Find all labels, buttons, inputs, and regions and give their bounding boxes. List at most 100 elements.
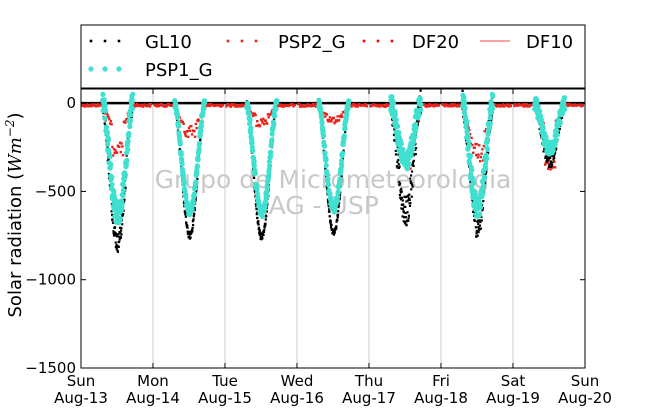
gl10-point — [326, 198, 329, 201]
gl10-point — [407, 217, 410, 220]
psp2-g-point — [353, 103, 356, 106]
psp1-g-point — [248, 130, 254, 136]
psp2-g-point — [433, 105, 436, 108]
gl10-point — [333, 231, 336, 234]
gl10-point — [193, 207, 196, 210]
psp2-g-point — [228, 103, 231, 107]
legend-item-psp1-g: PSP1_G — [88, 60, 213, 81]
gl10-point — [264, 218, 267, 221]
psp2-g-point — [251, 112, 254, 115]
gl10-point — [184, 211, 187, 214]
psp2-g-point — [393, 127, 396, 131]
gl10-point — [115, 248, 118, 251]
psp2-g-point — [120, 142, 123, 145]
gl10-point — [336, 219, 339, 222]
gl10-point — [120, 227, 123, 230]
psp1-g-point — [392, 112, 398, 118]
psp2-g-point — [328, 118, 331, 122]
psp1-g-point — [246, 111, 252, 117]
psp2-g-point — [455, 103, 458, 107]
psp1-g-point — [345, 104, 351, 110]
psp2-g-point — [218, 103, 221, 106]
psp1-g-point — [123, 161, 129, 167]
psp2-g-point — [458, 105, 461, 108]
psp2-g-point — [480, 152, 483, 155]
gl10-point — [411, 183, 414, 186]
gl10-point — [336, 216, 339, 219]
psp2-g-point — [328, 116, 332, 119]
gl10-point — [112, 233, 115, 236]
gl10-point — [191, 226, 194, 230]
psp2-g-point — [190, 124, 193, 128]
psp1-g-point — [319, 120, 325, 126]
gl10-point — [124, 186, 127, 189]
psp1-g-point — [107, 154, 113, 160]
psp2-g-point — [114, 149, 117, 152]
gl10-point — [329, 222, 332, 225]
psp2-g-point — [312, 104, 315, 107]
psp2-g-point — [581, 104, 584, 107]
psp2-g-point — [549, 168, 552, 171]
psp1-g-point — [250, 148, 256, 154]
psp2-g-point — [378, 105, 381, 108]
psp2-g-point — [356, 105, 359, 108]
psp1-g-point — [485, 131, 491, 137]
gl10-point — [115, 243, 118, 247]
psp2-g-point — [107, 116, 110, 119]
psp2-g-point — [528, 104, 531, 108]
psp2-g-point — [270, 110, 273, 113]
gl10-point — [333, 229, 336, 232]
gl10-point — [477, 225, 480, 228]
psp2-g-point — [135, 102, 139, 106]
psp2-g-point — [452, 104, 456, 108]
gl10-point — [193, 209, 196, 212]
psp2-g-point — [181, 120, 185, 124]
psp1-g-point — [259, 213, 266, 219]
psp1-g-point — [106, 137, 112, 143]
watermark-line-1: Grupo de Micrometeorologia — [155, 165, 512, 194]
psp2-g-point — [124, 121, 127, 124]
legend-label: PSP2_G — [278, 32, 346, 53]
psp2-g-point — [354, 104, 358, 108]
gl10-point — [404, 212, 407, 215]
gl10-point — [120, 233, 123, 236]
gl10-point — [191, 229, 194, 232]
psp1-g-point — [487, 115, 493, 121]
psp1-g-point — [481, 183, 487, 189]
gl10-point — [121, 223, 124, 226]
x-tick-label-weekday: Tue — [211, 372, 238, 390]
psp2-g-point — [240, 103, 243, 106]
psp2-g-point — [291, 103, 294, 106]
y-axis-label: Solar radiation (Wm−2) — [3, 112, 26, 317]
gl10-point — [117, 245, 120, 248]
gl10-point — [481, 209, 484, 212]
gl10-point — [258, 234, 261, 237]
gl10-point — [404, 196, 407, 199]
psp2-g-point — [266, 113, 270, 116]
psp2-g-point — [498, 103, 501, 107]
psp2-g-point — [261, 121, 264, 124]
psp2-g-point — [370, 105, 373, 108]
psp2-g-point — [524, 105, 528, 108]
psp2-g-point — [364, 102, 367, 106]
psp1-g-point — [462, 105, 468, 111]
psp2-g-point — [470, 136, 473, 140]
psp1-g-point — [464, 118, 470, 124]
psp1-g-point — [338, 165, 344, 172]
psp2-g-point — [184, 134, 188, 138]
psp2-g-point — [476, 156, 479, 159]
psp2-g-point — [255, 124, 258, 128]
psp1-g-point — [124, 157, 130, 163]
psp2-g-point — [119, 150, 122, 154]
psp1-g-point — [125, 147, 131, 153]
gl10-point — [559, 117, 562, 120]
gl10-point — [399, 189, 402, 192]
gl10-point — [402, 211, 405, 214]
psp2-g-point — [105, 112, 109, 115]
psp2-g-point — [140, 103, 143, 106]
psp2-g-point — [333, 122, 336, 125]
psp1-g-point — [344, 111, 350, 117]
x-tick-label-weekday: Fri — [432, 372, 450, 390]
gl10-point — [123, 198, 126, 201]
gl10-point — [401, 207, 405, 210]
